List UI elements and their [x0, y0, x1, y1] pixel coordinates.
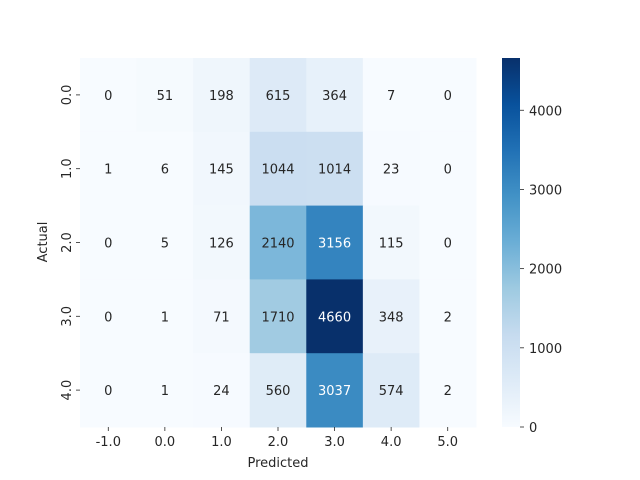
heatmap-cell [136, 205, 194, 280]
heatmap-cell [306, 58, 364, 133]
cell-value-label: 2 [444, 310, 452, 325]
colorbar [502, 58, 520, 427]
cell-value-label: 0 [444, 237, 452, 252]
heatmap-cell [80, 131, 138, 207]
x-axis: -1.0 0.0 1.0 2.0 3.0 4.0 5.0 [96, 427, 458, 450]
y-tick-label: 2.0 [60, 232, 75, 253]
cell-value-label: 1044 [261, 163, 294, 178]
cell-value-label: 115 [379, 237, 404, 252]
colorbar-tick-label: 1000 [529, 342, 562, 357]
colorbar-tick-label: 0 [529, 421, 537, 436]
heatmap-cell [362, 205, 420, 280]
cell-value-label: 1 [161, 384, 169, 399]
x-tick-label: 1.0 [211, 435, 232, 450]
heatmap-cell [193, 131, 251, 207]
cell-value-label: 615 [266, 89, 291, 104]
heatmap-cell [419, 131, 477, 207]
cell-value-label: 1 [104, 163, 112, 178]
cell-value-label: 71 [213, 310, 230, 325]
heatmap-cell [306, 131, 364, 207]
x-tick-label: -1.0 [96, 435, 121, 450]
heatmap-cell [136, 353, 194, 428]
cell-value-label: 7 [387, 89, 395, 104]
y-axis: 0.0 1.0 2.0 3.0 4.0 [60, 85, 80, 401]
heatmap-cell [193, 58, 251, 133]
heatmap-cell [306, 279, 364, 354]
cell-value-label: 23 [383, 163, 400, 178]
y-tick-label: 4.0 [60, 380, 75, 401]
y-tick-label: 3.0 [60, 306, 75, 327]
y-axis-label: Actual [36, 222, 51, 263]
heatmap-cell [80, 279, 138, 354]
x-tick-label: 5.0 [437, 435, 458, 450]
heatmap-cell [193, 205, 251, 280]
heatmap-cell [249, 279, 307, 354]
cell-value-label: 364 [322, 89, 347, 104]
heatmap-cells [80, 58, 477, 428]
heatmap-cell [193, 353, 251, 428]
heatmap-cell [362, 58, 420, 133]
heatmap-cell [193, 279, 251, 354]
cell-value-label: 6 [161, 163, 169, 178]
x-tick-label: 0.0 [155, 435, 176, 450]
cell-value-label: 2140 [261, 237, 294, 252]
cell-value-label: 0 [104, 384, 112, 399]
colorbar-tick-label: 2000 [529, 263, 562, 278]
heatmap-cell [362, 131, 420, 207]
cell-value-label: 126 [209, 237, 234, 252]
colorbar-tick-label: 3000 [529, 183, 562, 198]
y-tick-label: 1.0 [60, 158, 75, 179]
x-axis-label: Predicted [247, 456, 308, 471]
cell-value-label: 0 [104, 89, 112, 104]
colorbar-tick-label: 4000 [529, 104, 562, 119]
cell-value-label: 348 [379, 310, 404, 325]
heatmap-cell [362, 353, 420, 428]
heatmap-cell [419, 205, 477, 280]
cell-value-label: 1014 [318, 163, 351, 178]
cell-value-label: 198 [209, 89, 234, 104]
cell-value-label: 24 [213, 384, 230, 399]
heatmap-cell [419, 279, 477, 354]
cell-value-label: 0 [444, 163, 452, 178]
heatmap-cell [362, 279, 420, 354]
x-tick-label: 4.0 [381, 435, 402, 450]
heatmap-cell-labels: 0 51 198 615 364 7 0 1 6 145 1044 1014 23 0 0 5 126 2140 3… [104, 89, 452, 399]
x-tick-label: 2.0 [268, 435, 289, 450]
heatmap-cell [419, 353, 477, 428]
heatmap-cell [249, 58, 307, 133]
heatmap-cell [306, 353, 364, 428]
cell-value-label: 145 [209, 163, 234, 178]
x-tick-label: 3.0 [324, 435, 345, 450]
cell-value-label: 3156 [318, 237, 351, 252]
y-tick-label: 0.0 [60, 85, 75, 106]
cell-value-label: 0 [104, 237, 112, 252]
heatmap-cell [80, 205, 138, 280]
heatmap-cell [80, 353, 138, 428]
cell-value-label: 574 [379, 384, 404, 399]
cell-value-label: 3037 [318, 384, 351, 399]
cell-value-label: 2 [444, 384, 452, 399]
heatmap-cell [136, 131, 194, 207]
cell-value-label: 560 [266, 384, 291, 399]
cell-value-label: 51 [157, 89, 174, 104]
cell-value-label: 1710 [261, 310, 294, 325]
colorbar-ticks: 0 1000 2000 3000 4000 [520, 104, 562, 436]
cell-value-label: 1 [161, 310, 169, 325]
heatmap-cell [419, 58, 477, 133]
cell-value-label: 4660 [318, 310, 351, 325]
heatmap-cell [306, 205, 364, 280]
cell-value-label: 0 [104, 310, 112, 325]
heatmap-cell [249, 353, 307, 428]
heatmap-cell [249, 131, 307, 207]
heatmap-cell [136, 279, 194, 354]
heatmap-cell [80, 58, 138, 133]
heatmap-cell [249, 205, 307, 280]
cell-value-label: 0 [444, 89, 452, 104]
cell-value-label: 5 [161, 237, 169, 252]
heatmap-cell [136, 58, 194, 133]
